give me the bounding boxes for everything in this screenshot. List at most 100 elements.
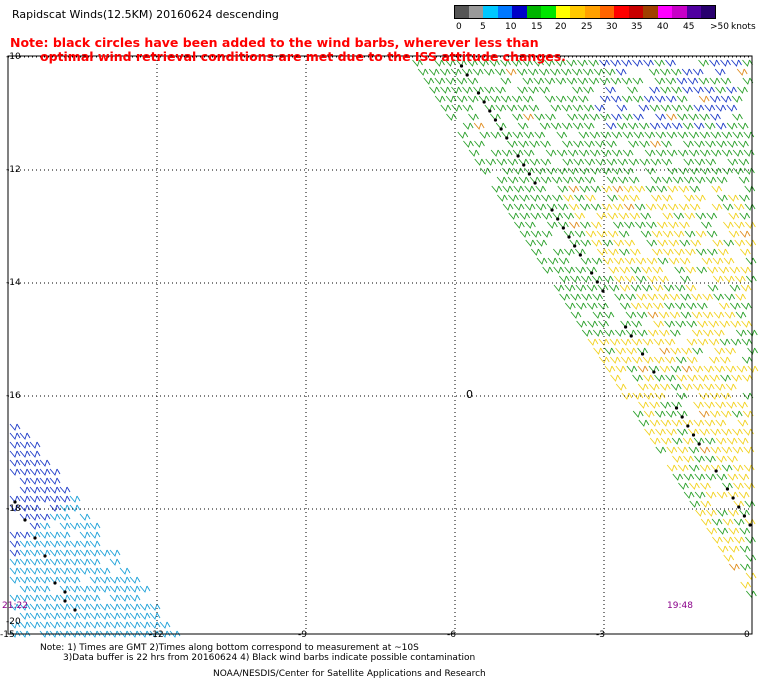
wind-barb bbox=[744, 167, 755, 175]
wind-barb bbox=[659, 68, 671, 76]
wind-barb bbox=[708, 320, 719, 328]
wind-barb bbox=[602, 239, 614, 247]
wind-barb bbox=[641, 284, 653, 292]
wind-barb bbox=[587, 320, 598, 328]
wind-barb bbox=[618, 230, 630, 238]
wind-barb bbox=[737, 122, 749, 130]
wind-barb bbox=[694, 455, 705, 463]
wind-barb bbox=[605, 122, 617, 130]
wind-barb bbox=[79, 531, 91, 539]
wind-barb bbox=[59, 513, 71, 521]
wind-barb bbox=[712, 536, 723, 544]
wind-barb bbox=[653, 356, 665, 364]
wind-barb bbox=[672, 455, 683, 463]
wind-barb bbox=[551, 176, 563, 184]
wind-barb bbox=[623, 203, 635, 211]
wind-barb bbox=[99, 612, 111, 620]
wind-barb bbox=[717, 545, 729, 553]
wind-barb bbox=[9, 531, 21, 539]
lat-tick-label: -14 bbox=[6, 278, 21, 288]
wind-barb bbox=[49, 594, 61, 602]
scale-swatch bbox=[483, 5, 499, 19]
wind-barb bbox=[613, 275, 625, 283]
wind-barb bbox=[629, 248, 641, 256]
wind-barb bbox=[721, 446, 733, 454]
wind-barb bbox=[89, 522, 101, 530]
wind-barb bbox=[640, 212, 652, 220]
wind-barb bbox=[39, 567, 51, 575]
wind-barb bbox=[612, 203, 624, 211]
wind-barb bbox=[678, 482, 689, 490]
wind-barb bbox=[632, 95, 644, 103]
wind-barb bbox=[440, 86, 451, 94]
wind-barb bbox=[706, 527, 718, 535]
wind-barb bbox=[29, 522, 41, 530]
wind-barb bbox=[462, 122, 474, 130]
wind-barb bbox=[638, 401, 649, 409]
wind-barb bbox=[681, 383, 693, 391]
wind-barb bbox=[159, 621, 171, 629]
wind-barb bbox=[689, 167, 700, 175]
wind-barb bbox=[679, 257, 691, 265]
wind-barb bbox=[740, 581, 752, 589]
wind-barb bbox=[99, 621, 111, 629]
wind-barb bbox=[412, 59, 423, 67]
wind-barb bbox=[49, 531, 61, 539]
wind-barb bbox=[745, 572, 757, 580]
wind-barb bbox=[69, 612, 81, 620]
wind-barb bbox=[579, 185, 591, 193]
wind-barb bbox=[727, 158, 739, 166]
contamination-dot bbox=[23, 518, 27, 522]
contamination-dot bbox=[590, 271, 594, 275]
wind-barb bbox=[652, 266, 664, 274]
scale-label: 5 bbox=[480, 22, 486, 32]
wind-barb bbox=[541, 194, 552, 202]
wind-barb bbox=[468, 149, 480, 157]
wind-barb bbox=[624, 239, 636, 247]
wind-barb bbox=[39, 495, 51, 503]
wind-barb bbox=[49, 567, 61, 575]
wind-barb bbox=[672, 176, 684, 184]
wind-barb bbox=[567, 149, 579, 157]
wind-barb bbox=[676, 77, 688, 85]
wind-barb bbox=[643, 59, 654, 67]
wind-barb bbox=[738, 158, 750, 166]
map-frame bbox=[7, 55, 753, 635]
wind-barb bbox=[19, 468, 31, 476]
wind-barb bbox=[49, 513, 61, 521]
contamination-dot bbox=[725, 487, 730, 491]
wind-barb bbox=[533, 77, 545, 85]
wind-barb bbox=[623, 185, 635, 193]
note-line-1: Note: black circles have been added to t… bbox=[10, 35, 539, 50]
wind-barb bbox=[89, 585, 101, 593]
wind-barb bbox=[596, 230, 608, 238]
wind-barb bbox=[661, 176, 673, 184]
wind-barb bbox=[706, 230, 718, 238]
wind-barb bbox=[689, 203, 701, 211]
wind-barb bbox=[738, 491, 750, 499]
contamination-dot bbox=[640, 352, 645, 356]
wind-barb bbox=[525, 239, 537, 247]
wind-barb bbox=[19, 558, 31, 566]
wind-barb bbox=[606, 158, 618, 166]
wind-barb bbox=[658, 293, 670, 301]
wind-barb bbox=[724, 293, 736, 301]
wind-barb bbox=[491, 185, 503, 193]
wind-barb bbox=[79, 612, 91, 620]
wind-barb bbox=[129, 621, 141, 629]
wind-barb bbox=[621, 77, 633, 85]
wind-barb bbox=[9, 468, 21, 476]
wind-barb bbox=[617, 158, 629, 166]
lon-tick-label: 0 bbox=[744, 630, 750, 640]
wind-barb bbox=[19, 576, 31, 584]
wind-barb bbox=[745, 221, 756, 229]
wind-barb bbox=[590, 203, 602, 211]
lat-tick-label: -16 bbox=[6, 391, 21, 401]
scale-swatch bbox=[657, 5, 673, 19]
wind-barb bbox=[716, 176, 728, 184]
wind-barb bbox=[572, 122, 584, 130]
wind-barb bbox=[714, 365, 726, 373]
wind-barb bbox=[445, 95, 457, 103]
wind-barb bbox=[698, 59, 709, 67]
wind-barb bbox=[560, 68, 572, 76]
